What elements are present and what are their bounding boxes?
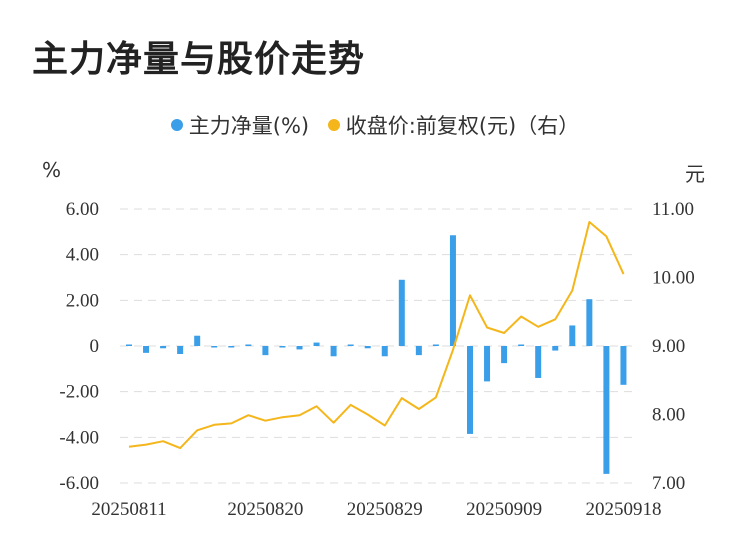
net-flow-bar: [467, 346, 473, 434]
y-right-tick-label: 7.00: [652, 473, 685, 494]
legend-item-net[interactable]: 主力净量(%): [170, 110, 310, 140]
net-flow-bar: [398, 279, 405, 346]
net-flow-bar: [160, 346, 167, 349]
y-right-tick-label: 9.00: [652, 336, 685, 357]
net-flow-bar: [347, 344, 354, 346]
y-left-tick-label: -4.00: [59, 427, 99, 448]
net-flow-bar: [330, 346, 337, 357]
y-left-tick-label: -2.00: [59, 382, 99, 403]
price-line: [128, 221, 625, 450]
net-flow-bar: [143, 346, 150, 353]
x-tick-label: 20250909: [466, 499, 542, 520]
net-flow-bar: [194, 335, 201, 346]
legend-swatch-price: [327, 119, 340, 131]
net-flow-bar: [518, 344, 525, 346]
y-left-tick-label: 4.00: [66, 245, 99, 266]
x-tick-label: 20250829: [347, 499, 423, 520]
y-right-tick-label: 10.00: [652, 268, 695, 289]
y-right-tick-label: 8.00: [652, 405, 685, 426]
legend-swatch-net: [170, 119, 183, 131]
net-flow-bar: [177, 346, 184, 354]
x-tick-label: 20250811: [91, 499, 166, 520]
net-flow-bar: [313, 342, 320, 346]
left-axis-unit: %: [42, 158, 62, 182]
x-tick-label: 20250820: [227, 499, 303, 520]
net-flow-bar: [415, 346, 422, 356]
net-flow-bar: [211, 346, 218, 348]
net-flow-bar: [552, 346, 559, 351]
net-flow-bar: [364, 346, 371, 349]
chart-title: 主力净量与股价走势: [32, 39, 366, 80]
y-left-tick-label: 6.00: [66, 199, 99, 220]
y-left-tick-label: 0: [90, 336, 100, 357]
net-flow-bar: [296, 346, 303, 350]
net-flow-bar: [535, 346, 542, 378]
net-flow-bar: [381, 346, 388, 357]
net-flow-bar: [262, 346, 269, 356]
x-tick-label: 20250918: [585, 499, 661, 520]
net-flow-bar: [449, 235, 456, 346]
net-flow-bar: [245, 344, 252, 346]
legend-item-price[interactable]: 收盘价:前复权(元)（右）: [327, 110, 580, 140]
net-flow-bar: [620, 346, 627, 385]
net-flow-bar: [569, 325, 576, 346]
net-flow-bar: [586, 299, 593, 346]
legend-label-net: 主力净量(%): [188, 114, 310, 138]
net-flow-bar: [484, 346, 491, 382]
y-right-tick-label: 11.00: [652, 199, 694, 220]
net-flow-bar: [228, 346, 235, 348]
legend-label-price: 收盘价:前复权(元)（右）: [345, 114, 580, 138]
net-flow-bar: [432, 344, 439, 346]
right-axis-unit: 元: [685, 162, 705, 186]
net-flow-bar: [279, 346, 286, 348]
y-left-tick-label: -6.00: [59, 473, 99, 494]
net-flow-bar: [603, 346, 610, 474]
net-flow-bar: [126, 344, 132, 346]
y-left-tick-label: 2.00: [66, 290, 99, 311]
legend: 主力净量(%) 收盘价:前复权(元)（右）: [0, 110, 750, 140]
net-flow-bar: [501, 346, 508, 364]
